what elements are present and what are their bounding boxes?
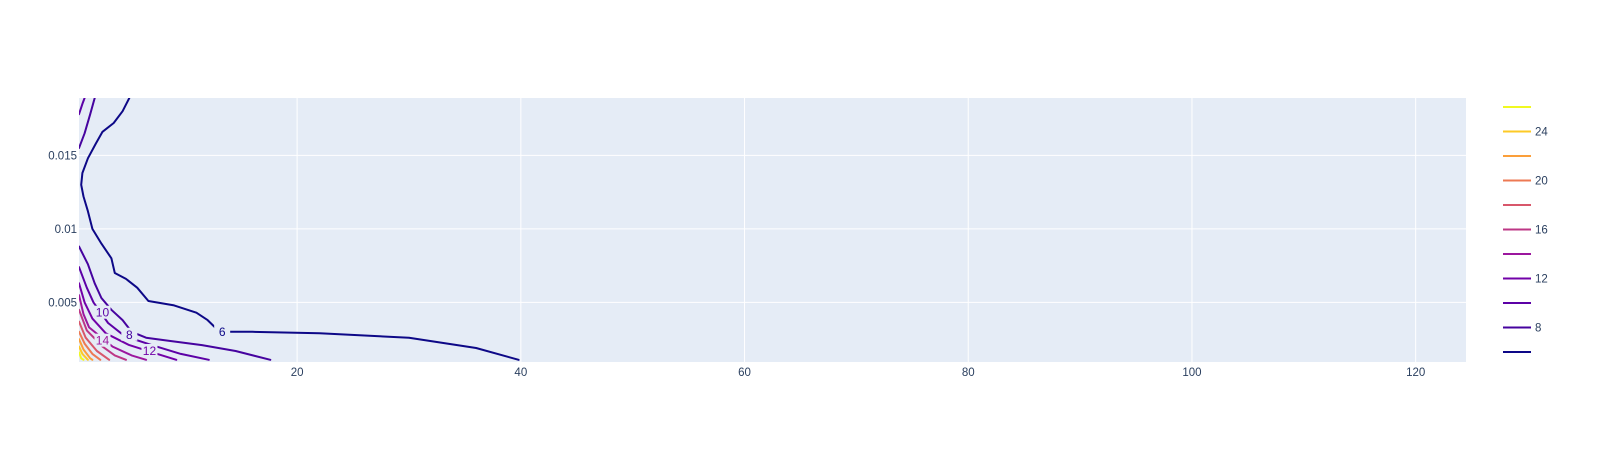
legend-label-level-20: 20	[1535, 176, 1548, 188]
contour-labels: 6 8 10 12 14	[94, 305, 231, 358]
contour-line-level-20	[79, 330, 102, 361]
contour-line-level-24	[79, 345, 89, 361]
grid-lines	[79, 98, 1466, 362]
y-tick-label: 0.01	[55, 224, 77, 236]
x-tick-label: 40	[514, 367, 527, 379]
contour-label-8: 8	[126, 328, 133, 342]
contour-legend: 24 20 16 12 8	[1503, 106, 1548, 353]
legend-label-level-16: 16	[1535, 225, 1548, 237]
contour-line-level-18	[79, 320, 111, 361]
x-tick-label: 20	[291, 367, 304, 379]
contour-label-12: 12	[143, 344, 157, 358]
contour-label-10: 10	[96, 306, 110, 320]
contour-label-mask	[121, 327, 138, 341]
y-tick-label: 0.015	[48, 150, 77, 162]
x-tick-label: 100	[1182, 367, 1201, 379]
contour-line-level-8	[79, 245, 272, 361]
contour-label-mask	[214, 324, 231, 338]
x-axis-ticks: 20 40 60 80 100 120	[291, 367, 1426, 379]
legend-label-level-8: 8	[1535, 323, 1541, 335]
contour-label-mask	[94, 333, 111, 347]
contour-line-level-6	[80, 98, 520, 361]
legend-label-level-24: 24	[1535, 127, 1548, 139]
y-tick-label: 0.005	[48, 297, 77, 309]
contour-line-level-26	[79, 351, 85, 361]
x-tick-label: 80	[962, 367, 975, 379]
y-axis-ticks: 0.005 0.01 0.015	[48, 150, 77, 309]
contour-label-6: 6	[219, 325, 226, 339]
contour-label-mask	[94, 305, 111, 319]
contour-line-level-8	[79, 98, 96, 149]
contour-line-level-22	[79, 338, 94, 361]
contour-label-14: 14	[96, 334, 110, 348]
x-tick-label: 120	[1406, 367, 1425, 379]
plot-background	[79, 98, 1466, 362]
contour-line-level-10	[79, 98, 86, 116]
contour-label-mask	[141, 343, 158, 357]
legend-label-level-12: 12	[1535, 274, 1548, 286]
contour-line-level-10	[79, 266, 210, 361]
x-tick-label: 60	[738, 367, 751, 379]
